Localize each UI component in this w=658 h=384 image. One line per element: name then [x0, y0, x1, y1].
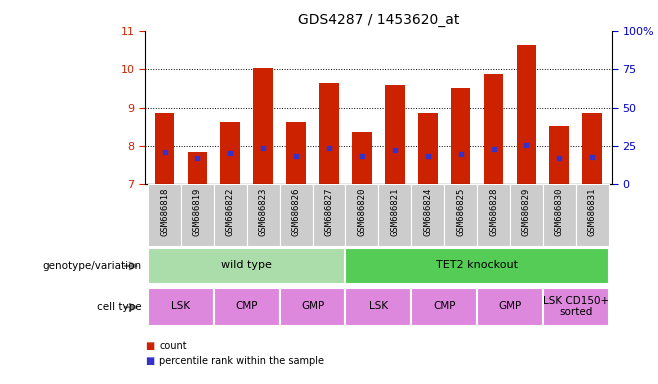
Bar	[345, 288, 411, 326]
Text: CMP: CMP	[236, 301, 258, 311]
Bar	[188, 152, 207, 184]
Text: count: count	[159, 341, 187, 351]
Bar	[319, 83, 339, 184]
Text: GSM686828: GSM686828	[489, 187, 498, 236]
Bar	[582, 113, 602, 184]
Bar	[385, 85, 405, 184]
Text: GSM686822: GSM686822	[226, 187, 235, 236]
Bar	[148, 288, 214, 326]
Text: GSM686820: GSM686820	[357, 187, 367, 236]
Bar	[549, 126, 569, 184]
Text: LSK: LSK	[368, 301, 388, 311]
Text: ■: ■	[145, 356, 154, 366]
Text: GSM686821: GSM686821	[390, 187, 399, 236]
Bar	[378, 184, 411, 246]
Text: GSM686827: GSM686827	[324, 187, 334, 236]
Bar	[345, 184, 378, 246]
Bar	[280, 184, 313, 246]
Bar	[148, 184, 181, 246]
Bar	[286, 122, 306, 184]
Bar	[148, 248, 345, 284]
Bar	[418, 113, 438, 184]
Bar	[411, 184, 444, 246]
Bar	[280, 288, 345, 326]
Bar	[451, 88, 470, 184]
Bar	[247, 184, 280, 246]
Text: wild type: wild type	[221, 260, 272, 270]
Text: LSK CD150+
sorted: LSK CD150+ sorted	[543, 296, 609, 317]
Text: GSM686825: GSM686825	[456, 187, 465, 236]
Bar	[411, 288, 477, 326]
Bar	[543, 288, 609, 326]
Bar	[477, 184, 510, 246]
Text: GMP: GMP	[498, 301, 522, 311]
Text: LSK: LSK	[171, 301, 191, 311]
Text: GSM686824: GSM686824	[423, 187, 432, 236]
Text: GMP: GMP	[301, 301, 324, 311]
Bar	[477, 288, 543, 326]
Bar	[181, 184, 214, 246]
Text: GSM686829: GSM686829	[522, 187, 531, 236]
Text: genotype/variation: genotype/variation	[42, 261, 141, 271]
Text: GSM686818: GSM686818	[160, 187, 169, 236]
Text: CMP: CMP	[433, 301, 455, 311]
Bar	[214, 184, 247, 246]
Text: GSM686830: GSM686830	[555, 187, 564, 236]
Bar	[220, 122, 240, 184]
Bar	[484, 74, 503, 184]
Bar	[253, 68, 273, 184]
Text: GSM686823: GSM686823	[259, 187, 268, 236]
Bar	[352, 132, 372, 184]
Text: GSM686826: GSM686826	[291, 187, 301, 236]
Bar	[517, 45, 536, 184]
Text: GSM686819: GSM686819	[193, 187, 202, 236]
Bar	[543, 184, 576, 246]
Bar	[576, 184, 609, 246]
Bar	[155, 113, 174, 184]
Text: GSM686831: GSM686831	[588, 187, 597, 236]
Bar	[313, 184, 345, 246]
Bar	[444, 184, 477, 246]
Bar	[345, 248, 609, 284]
Text: TET2 knockout: TET2 knockout	[436, 260, 518, 270]
Text: percentile rank within the sample: percentile rank within the sample	[159, 356, 324, 366]
Bar	[510, 184, 543, 246]
Bar	[214, 288, 280, 326]
Text: GDS4287 / 1453620_at: GDS4287 / 1453620_at	[297, 13, 459, 27]
Text: ■: ■	[145, 341, 154, 351]
Text: cell type: cell type	[97, 302, 141, 312]
